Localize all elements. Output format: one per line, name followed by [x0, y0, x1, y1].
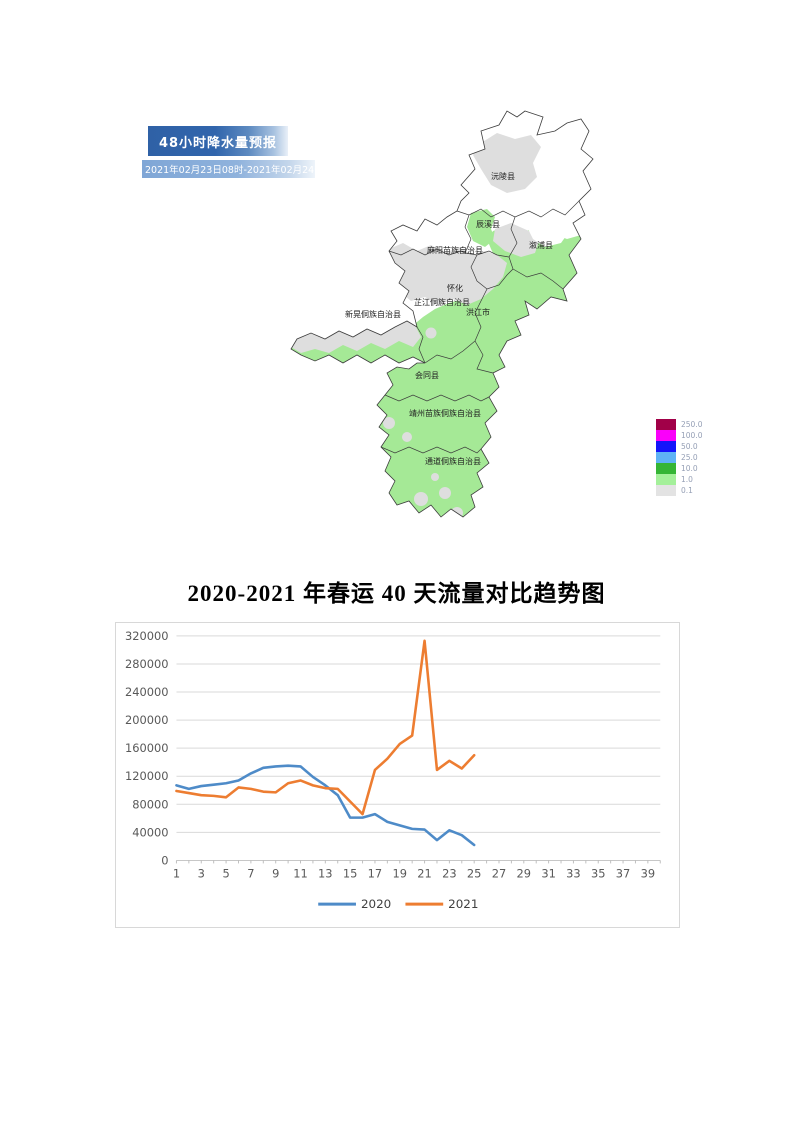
x-axis-tick-label: 25	[467, 866, 482, 880]
county-label: 怀化	[447, 283, 463, 293]
x-axis-tick-label: 39	[641, 866, 656, 880]
x-axis-tick-label: 9	[272, 866, 279, 880]
x-axis-tick-label: 13	[318, 866, 333, 880]
county-label: 芷江侗族自治县	[414, 297, 470, 307]
county-label: 麻阳苗族自治县	[427, 245, 483, 255]
legend-value-label: 1.0	[681, 475, 693, 484]
legend-row: 25.0	[656, 452, 702, 463]
x-axis-tick-label: 11	[293, 866, 308, 880]
y-axis-tick-label: 320000	[125, 629, 169, 643]
county-label: 新晃侗族自治县	[345, 309, 401, 319]
y-axis-tick-label: 0	[161, 853, 168, 867]
legend-series-label: 2021	[448, 897, 478, 911]
legend-value-label: 100.0	[681, 431, 703, 440]
legend-row: 0.1	[656, 485, 702, 496]
x-axis-tick-label: 23	[442, 866, 457, 880]
legend-row: 1.0	[656, 474, 702, 485]
x-axis-tick-label: 21	[417, 866, 432, 880]
flow-comparison-chart: 0 40000 80000 120000 160000 200000 240000 28000…	[115, 622, 680, 928]
forecast-title-text: 48小时降水量预报	[158, 135, 278, 151]
chart-title: 2020-2021 年春运 40 天流量对比趋势图	[187, 581, 606, 606]
legend-color-swatch	[656, 452, 676, 463]
precip-patch-chenxi-green	[467, 209, 495, 247]
precipitation-map: 沅陵县 辰溪县 溆浦县 麻阳苗族自治县 怀化 芷江侗族自治县 新晃侗族自治县 洪…	[285, 105, 630, 520]
legend-row: 250.0	[656, 419, 702, 430]
precip-area-none-white	[527, 205, 575, 247]
x-axis-tick-label: 31	[541, 866, 556, 880]
y-axis-tick-label: 160000	[125, 741, 169, 755]
legend-series-label: 2020	[361, 897, 391, 911]
legend-color-swatch	[656, 485, 676, 496]
county-label: 会同县	[415, 370, 439, 380]
y-axis-tick-label: 240000	[125, 685, 169, 699]
y-axis-tick-label: 120000	[125, 769, 169, 783]
forecast-title-banner: 48小时降水量预报	[148, 126, 288, 156]
x-axis-tick-label: 19	[392, 866, 407, 880]
county-label: 靖州苗族侗族自治县	[409, 408, 481, 418]
county-label: 溆浦县	[529, 240, 553, 250]
legend-value-label: 25.0	[681, 453, 698, 462]
legend-value-label: 0.1	[681, 486, 693, 495]
county-label: 通道侗族自治县	[425, 456, 481, 466]
legend-color-swatch	[656, 430, 676, 441]
x-axis-tick-label: 37	[616, 866, 631, 880]
y-axis-tick-label: 200000	[125, 713, 169, 727]
legend-value-label: 250.0	[681, 420, 703, 429]
county-label: 辰溪县	[476, 219, 500, 229]
x-axis-tick-label: 15	[343, 866, 358, 880]
legend-color-swatch	[656, 441, 676, 452]
legend-row: 100.0	[656, 430, 702, 441]
x-axis-tick-label: 29	[517, 866, 532, 880]
x-axis-tick-label: 1	[173, 866, 180, 880]
x-axis-tick-label: 3	[198, 866, 205, 880]
forecast-period-banner: 2021年02月23日08时-2021年02月24日08时	[142, 160, 345, 178]
legend-value-label: 50.0	[681, 442, 698, 451]
legend-color-swatch	[656, 474, 676, 485]
county-label: 洪江市	[466, 307, 490, 317]
y-axis-tick-label: 80000	[132, 797, 168, 811]
county-label: 沅陵县	[491, 171, 515, 181]
x-axis-tick-label: 35	[591, 866, 606, 880]
legend-color-swatch	[656, 419, 676, 430]
legend-row: 10.0	[656, 463, 702, 474]
legend-row: 50.0	[656, 441, 702, 452]
prefecture-boundary	[290, 110, 594, 518]
x-axis-tick-label: 33	[566, 866, 581, 880]
legend-color-swatch	[656, 463, 676, 474]
precipitation-legend: 250.0 100.0 50.0 25.0 10.0 1.0 0.1	[656, 419, 702, 496]
x-axis-tick-label: 17	[368, 866, 383, 880]
series-line-2020	[175, 764, 476, 847]
y-axis-tick-label: 40000	[132, 825, 168, 839]
x-axis-tick-label: 7	[247, 866, 254, 880]
series-line-2021	[175, 639, 476, 816]
y-axis-tick-label: 280000	[125, 657, 169, 671]
county-labels: 沅陵县 辰溪县 溆浦县 麻阳苗族自治县 怀化 芷江侗族自治县 新晃侗族自治县 洪…	[345, 171, 553, 466]
forecast-period-text: 2021年02月23日08时-2021年02月24日08时	[145, 165, 346, 176]
x-axis-tick-label: 5	[222, 866, 229, 880]
county-borders	[380, 200, 580, 454]
legend-value-label: 10.0	[681, 464, 698, 473]
x-axis-tick-label: 27	[492, 866, 507, 880]
